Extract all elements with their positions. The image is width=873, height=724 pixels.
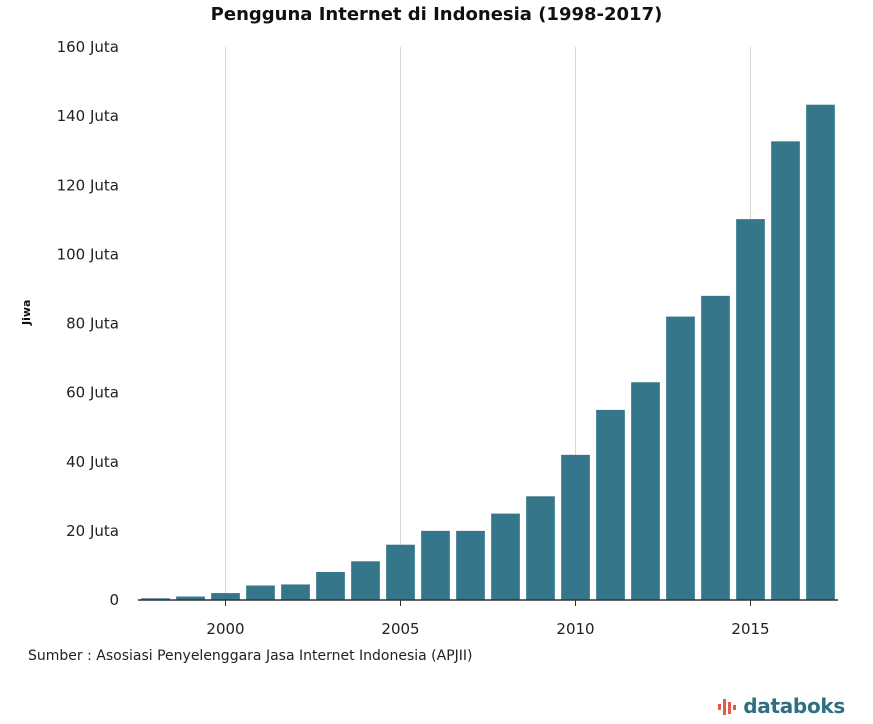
source-note: Sumber : Asosiasi Penyelenggara Jasa Int…: [28, 648, 473, 664]
y-tick-label-40: 40 Juta: [66, 453, 119, 471]
y-tick-label-120: 120 Juta: [57, 176, 119, 194]
y-tick-label-160: 160 Juta: [57, 38, 119, 56]
bar-2000[interactable]: [211, 593, 240, 600]
bar-2007[interactable]: [456, 530, 485, 600]
y-tick-label-80: 80 Juta: [66, 315, 119, 333]
bar-2002[interactable]: [281, 584, 310, 600]
bar-2014[interactable]: [701, 295, 730, 600]
bar-2006[interactable]: [421, 530, 450, 600]
tick-labels: 2000 2005 2010 2015 0 20 Juta 40 Juta 60 Juta 80…: [57, 38, 770, 638]
bar-2008[interactable]: [491, 513, 520, 600]
x-tick-label-2015: 2015: [731, 620, 769, 638]
bar-2012[interactable]: [631, 382, 660, 600]
x-tick-label-2010: 2010: [556, 620, 594, 638]
x-tick-label-2000: 2000: [206, 620, 244, 638]
bar-1998[interactable]: [141, 598, 170, 600]
bar-2016[interactable]: [771, 141, 800, 600]
bar-2017[interactable]: [806, 104, 835, 601]
bar-2009[interactable]: [526, 496, 555, 600]
y-tick-label-60: 60 Juta: [66, 384, 119, 402]
bar-1999[interactable]: [176, 596, 205, 600]
bar-2001[interactable]: [246, 585, 275, 600]
bar-2015[interactable]: [736, 219, 765, 600]
bar-2003[interactable]: [316, 572, 345, 600]
y-tick-label-140: 140 Juta: [57, 107, 119, 125]
bar-2010[interactable]: [561, 454, 590, 600]
databoks-logo-icon: [718, 699, 737, 715]
databoks-logo-text: databoks: [743, 694, 845, 718]
chart-title: Pengguna Internet di Indonesia (1998-201…: [210, 4, 663, 25]
y-tick-label-0: 0: [109, 591, 119, 609]
bars: [141, 104, 835, 601]
bar-2011[interactable]: [596, 409, 625, 600]
bar-2013[interactable]: [666, 316, 695, 600]
axes: [138, 599, 838, 606]
bar-2005[interactable]: [386, 544, 415, 600]
y-tick-label-100: 100 Juta: [57, 245, 119, 263]
databoks-logo[interactable]: databoks: [717, 694, 845, 718]
x-tick-label-2005: 2005: [381, 620, 419, 638]
bar-2004[interactable]: [351, 561, 380, 600]
bar-chart: 2000 2005 2010 2015 0 20 Juta 40 Juta 60 Juta 80…: [57, 38, 838, 638]
y-tick-label-20: 20 Juta: [66, 522, 119, 540]
